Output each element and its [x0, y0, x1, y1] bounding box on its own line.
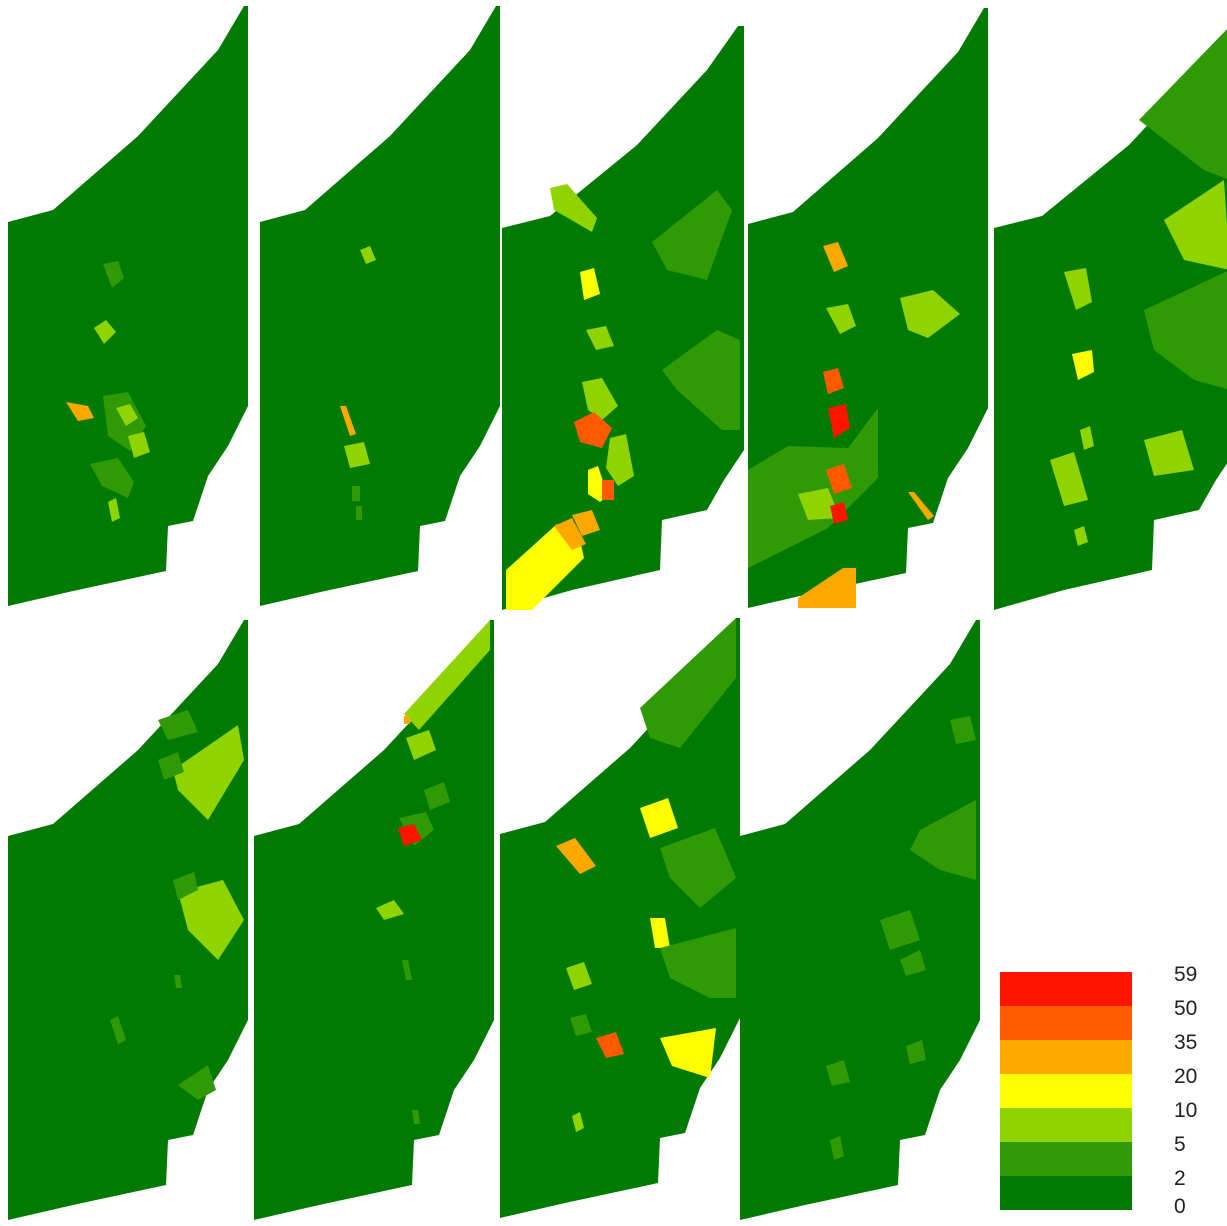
legend-swatch-0-2 — [1000, 1176, 1132, 1210]
panel-5 — [994, 26, 1227, 610]
legend-tick-label: 59 — [1174, 963, 1198, 986]
legend-tick-label: 2 — [1174, 1167, 1186, 1190]
panel-1 — [8, 6, 248, 606]
panel-3 — [502, 26, 744, 610]
legend-tick-label: 10 — [1174, 1099, 1198, 1122]
legend-swatch-2-5 — [1000, 1142, 1132, 1176]
legend: 59 50 35 20 10 5 2 0 — [1000, 964, 1227, 1218]
legend-tick-label: 35 — [1174, 1031, 1198, 1054]
legend-tick-label: 5 — [1174, 1133, 1186, 1156]
legend-swatch-20-35 — [1000, 1040, 1132, 1074]
panel-2 — [260, 6, 500, 606]
legend-swatch-35-50 — [1000, 1006, 1132, 1040]
panel-8 — [500, 618, 740, 1218]
legend-tick-label: 0 — [1174, 1195, 1186, 1218]
panel-4 — [748, 8, 988, 608]
legend-swatch-50-59 — [1000, 972, 1132, 1006]
panel-6 — [8, 620, 248, 1220]
panel-9 — [740, 620, 980, 1220]
legend-swatch-5-10 — [1000, 1108, 1132, 1142]
legend-tick-label: 50 — [1174, 997, 1198, 1020]
legend-swatch-10-20 — [1000, 1074, 1132, 1108]
panel-7 — [254, 620, 494, 1220]
legend-tick-label: 20 — [1174, 1065, 1198, 1088]
